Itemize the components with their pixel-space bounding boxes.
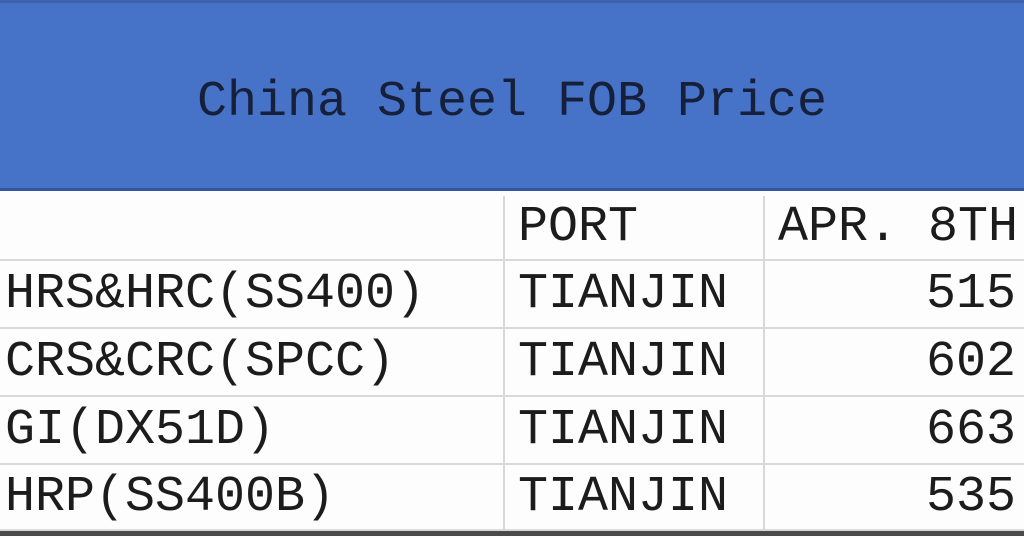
cell-product: HRP(SS400B) (0, 465, 505, 531)
banner-table-gap (0, 191, 1024, 196)
header-cell-port: PORT (505, 196, 765, 261)
page-title: China Steel FOB Price (196, 74, 828, 131)
cell-port: TIANJIN (505, 261, 765, 329)
cell-price: 663 (765, 397, 1024, 465)
bottom-edge-strip (0, 531, 1024, 536)
cell-port: TIANJIN (505, 329, 765, 397)
header-cell-product (0, 196, 505, 261)
cell-price: 602 (765, 329, 1024, 397)
header-cell-date: APR. 8TH (765, 196, 1024, 261)
price-table: PORT APR. 8TH HRS&HRC(SS400) TIANJIN 515… (0, 196, 1024, 531)
cell-price: 535 (765, 465, 1024, 531)
title-banner: China Steel FOB Price (0, 0, 1024, 191)
cell-product: GI(DX51D) (0, 397, 505, 465)
cell-product: HRS&HRC(SS400) (0, 261, 505, 329)
cell-port: TIANJIN (505, 397, 765, 465)
cell-price: 515 (765, 261, 1024, 329)
cell-product: CRS&CRC(SPCC) (0, 329, 505, 397)
cell-port: TIANJIN (505, 465, 765, 531)
